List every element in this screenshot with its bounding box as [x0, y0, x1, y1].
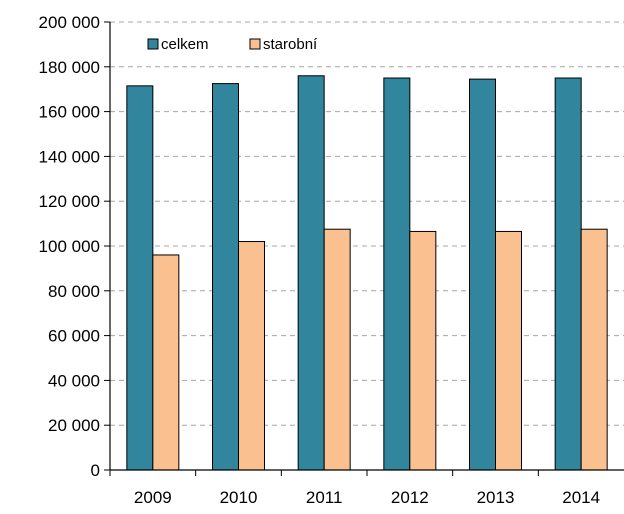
legend-label-starobni: starobní: [263, 36, 318, 53]
bar-starobni-2011: [323, 228, 351, 471]
y-tick-label: 80 000: [48, 282, 100, 301]
legend-swatch-celkem: [147, 38, 159, 50]
x-tick-label: 2010: [220, 488, 258, 507]
bar-celkem-2012: [383, 77, 411, 471]
tick-labels: 0 20 000 40 000 60 000 80 000 100 000 120 000 1…: [39, 13, 601, 507]
y-tick-label: 40 000: [48, 371, 100, 390]
bar-starobni-2013: [495, 230, 522, 471]
bar-starobni-2012: [409, 230, 437, 471]
x-tick-label: 2013: [477, 488, 515, 507]
y-tick-label: 60 000: [48, 327, 100, 346]
bar-celkem-2013: [469, 78, 496, 471]
legend-label-celkem: celkem: [161, 36, 209, 53]
y-tick-label: 160 000: [39, 103, 100, 122]
legend-swatch-starobni: [249, 38, 261, 50]
bar-celkem-2014: [554, 77, 582, 471]
bars: [126, 75, 608, 471]
axes: [104, 21, 624, 476]
y-tick-label: 120 000: [39, 192, 100, 211]
bar-starobni-2009: [152, 254, 180, 471]
gridlines: [110, 21, 624, 426]
x-tick-label: 2011: [306, 488, 343, 507]
y-tick-label: 200 000: [39, 13, 100, 32]
x-tick-label: 2009: [134, 488, 172, 507]
bar-starobni-2010: [238, 241, 265, 471]
bar-celkem-2009: [126, 85, 154, 471]
bar-starobni-2014: [580, 228, 608, 471]
y-tick-label: 100 000: [39, 237, 100, 256]
bar-celkem-2011: [297, 75, 325, 471]
y-tick-label: 180 000: [39, 58, 100, 77]
x-tick-label: 2014: [562, 488, 600, 507]
x-tick-label: 2012: [391, 488, 429, 507]
legend: celkem starobní: [147, 36, 318, 53]
y-tick-label: 20 000: [48, 416, 100, 435]
y-tick-label: 0: [91, 461, 100, 480]
y-tick-label: 140 000: [39, 147, 100, 166]
bar-celkem-2010: [212, 83, 239, 471]
